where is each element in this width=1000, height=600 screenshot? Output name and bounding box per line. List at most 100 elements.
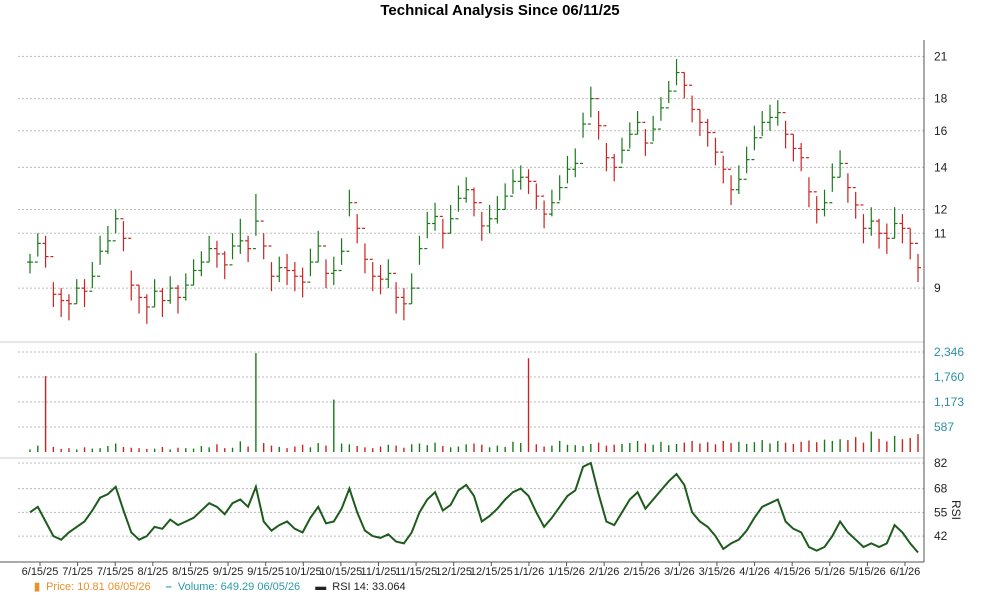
- volume-tick-label: 2,346: [934, 345, 964, 359]
- price-bar: [190, 259, 197, 286]
- price-bar: [876, 218, 883, 249]
- date-tick-label: 5/15/26: [849, 566, 886, 578]
- price-bar: [759, 111, 766, 139]
- price-bar: [73, 279, 80, 305]
- legend-price-date: 06/05/26: [107, 581, 151, 593]
- price-bar: [27, 253, 33, 274]
- price-tick-label: 9: [934, 281, 941, 295]
- price-bar: [315, 230, 322, 263]
- price-bar: [580, 112, 587, 165]
- price-bar: [556, 175, 563, 204]
- price-bar: [751, 125, 758, 161]
- price-bar: [743, 146, 750, 180]
- price-bar: [354, 202, 361, 244]
- price-tick-label: 12: [934, 202, 948, 216]
- date-tick-label: 2/1/26: [589, 566, 620, 578]
- price-bar: [619, 137, 625, 168]
- price-bar: [673, 59, 680, 92]
- price-bar: [883, 223, 890, 254]
- price-bar: [284, 253, 291, 286]
- price-bar: [471, 187, 477, 217]
- price-bar: [408, 273, 415, 305]
- price-bar: [704, 119, 711, 147]
- price-bar: [891, 207, 898, 239]
- price-bar: [657, 97, 664, 130]
- price-bar: [237, 218, 244, 254]
- price-bar: [198, 251, 205, 277]
- price-bar: [159, 288, 166, 317]
- price-bar: [735, 165, 742, 194]
- price-bar: [42, 235, 49, 268]
- date-tick-label: 10/1/25: [285, 566, 322, 578]
- price-bar: [299, 267, 306, 298]
- date-tick-label: 7/15/25: [97, 566, 134, 578]
- volume-swatch-icon: –: [165, 581, 172, 593]
- price-bar: [369, 258, 376, 292]
- price-bar: [494, 196, 501, 224]
- price-bar: [572, 148, 579, 178]
- price-bar: [439, 215, 446, 249]
- price-bar: [385, 259, 392, 289]
- price-bar: [907, 227, 914, 260]
- legend: ▮ Price: 10.81 06/05/26 – Volume: 649.29 0…: [34, 580, 418, 593]
- price-tick-label: 11: [934, 226, 947, 240]
- date-tick-label: 10/15/25: [319, 566, 362, 578]
- rsi-panel: [29, 461, 919, 554]
- price-bar: [860, 204, 867, 244]
- price-bar: [182, 273, 189, 301]
- price-bar: [136, 284, 143, 314]
- date-tick-label: 11/1/25: [361, 566, 397, 578]
- price-bar: [774, 100, 781, 126]
- price-bar: [330, 256, 337, 286]
- price-bar: [424, 211, 431, 250]
- rsi-line: [29, 461, 919, 554]
- price-bar: [400, 288, 407, 321]
- rsi-swatch-icon: ▬: [315, 581, 327, 593]
- price-bar: [595, 97, 602, 140]
- price-bar: [229, 233, 236, 266]
- price-bar: [213, 240, 220, 268]
- price-bar: [206, 235, 213, 263]
- date-tick-label: 9/15/25: [247, 566, 284, 578]
- axes: 21 18 16 14 12 11 9 2,346 1,760 1,173 587 82 68 55 42R…: [0, 40, 964, 578]
- legend-volume-label: Volume: 649.29: [177, 581, 255, 593]
- rsi-tick-label: 55: [934, 505, 948, 519]
- price-bar: [626, 122, 633, 151]
- price-bar: [58, 288, 65, 317]
- price-bar: [805, 157, 812, 208]
- price-panel: [27, 59, 921, 324]
- price-bar: [782, 112, 789, 149]
- rsi-tick-label: 68: [934, 482, 948, 496]
- price-bar: [167, 276, 174, 304]
- price-bar: [175, 285, 181, 314]
- date-tick-label: 3/15/26: [699, 566, 736, 578]
- date-tick-label: 12/1/25: [435, 566, 472, 578]
- price-bar: [143, 294, 150, 324]
- price-bar: [525, 169, 532, 194]
- price-bar: [665, 80, 672, 109]
- legend-price-label: Price: 10.81: [46, 581, 105, 593]
- price-bar: [323, 245, 329, 289]
- price-bar: [307, 248, 314, 283]
- date-tick-label: 2/15/26: [623, 566, 660, 578]
- price-bar: [767, 104, 773, 131]
- date-tick-label: 3/1/26: [664, 566, 695, 578]
- legend-price: ▮ Price: 10.81 06/05/26: [34, 581, 154, 593]
- price-bar: [447, 204, 454, 234]
- price-bar: [260, 220, 267, 260]
- price-bar: [502, 183, 509, 211]
- price-bar: [541, 195, 548, 229]
- price-bar: [798, 143, 805, 172]
- price-bar: [844, 162, 851, 203]
- rsi-axis-label: RSI: [949, 500, 963, 520]
- price-bar: [642, 121, 649, 156]
- price-bar: [712, 131, 719, 166]
- price-bar: [221, 251, 228, 280]
- price-bar: [34, 233, 41, 263]
- volume-tick-label: 1,173: [934, 395, 964, 409]
- date-tick-label: 5/1/26: [814, 566, 845, 578]
- price-bar: [50, 256, 57, 308]
- price-bar: [548, 189, 555, 217]
- price-bar: [689, 84, 696, 123]
- gridlines: [0, 55, 924, 537]
